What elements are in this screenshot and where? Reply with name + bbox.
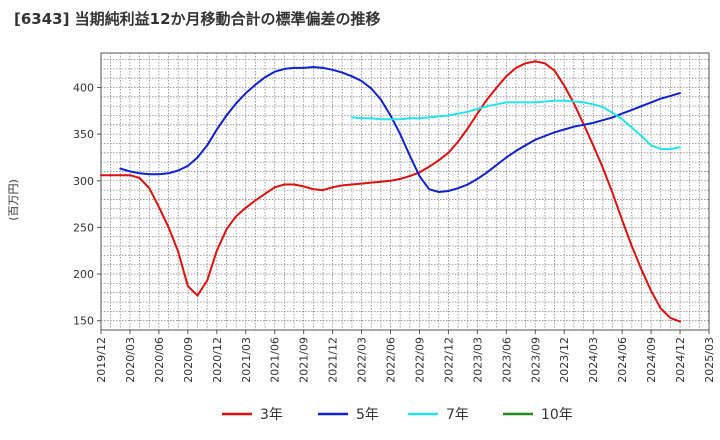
x-tick-label: 2023/09 [529, 337, 542, 383]
y-tick-label: 400 [73, 82, 94, 95]
x-tick-label: 2020/03 [124, 337, 137, 383]
y-tick-label: 350 [73, 128, 94, 141]
x-tick-label: 2022/06 [385, 337, 398, 383]
x-tick-label: 2019/12 [95, 337, 108, 383]
legend-label: 7年 [446, 407, 469, 423]
x-tick-label: 2020/06 [153, 337, 166, 383]
x-tick-label: 2022/03 [356, 337, 369, 383]
legend-label: 5年 [356, 407, 379, 423]
y-tick-label: 300 [73, 175, 94, 188]
x-tick-label: 2023/06 [500, 337, 513, 383]
axes: 150 200 250 300 350 400 2019/12 2020/03 2020/06 2… [73, 82, 716, 383]
x-tick-label: 2023/12 [558, 337, 571, 383]
x-tick-label: 2021/06 [269, 337, 282, 383]
plot-area [100, 52, 710, 331]
x-tick-label: 2024/06 [616, 337, 629, 383]
series-line-5年 [119, 66, 681, 193]
x-tick-label: 2020/09 [182, 337, 195, 383]
y-tick-label: 150 [73, 315, 94, 328]
series-line-7年 [350, 99, 681, 151]
x-tick-label: 2022/09 [413, 337, 426, 383]
legend: 3年 5年 7年 10年 [222, 407, 573, 423]
legend-label: 10年 [541, 407, 573, 423]
y-axis-label: (百万円) [7, 179, 20, 221]
y-tick-label: 250 [73, 221, 94, 234]
x-tick-label: 2024/12 [674, 337, 687, 383]
x-tick-label: 2022/12 [442, 337, 455, 383]
x-tick-label: 2024/03 [587, 337, 600, 383]
x-tick-label: 2023/03 [471, 337, 484, 383]
x-tick-label: 2025/03 [703, 337, 716, 383]
grid [101, 53, 709, 330]
series-lines [100, 60, 681, 323]
y-tick-label: 200 [73, 268, 94, 281]
x-tick-label: 2024/09 [645, 337, 658, 383]
x-tick-label: 2021/09 [298, 337, 311, 383]
chart-title: [6343] 当期純利益12か月移動合計の標準偏差の推移 [14, 10, 381, 28]
legend-label: 3年 [260, 407, 283, 423]
x-tick-label: 2021/12 [327, 337, 340, 383]
x-tick-label: 2020/12 [211, 337, 224, 383]
x-tick-label: 2021/03 [240, 337, 253, 383]
